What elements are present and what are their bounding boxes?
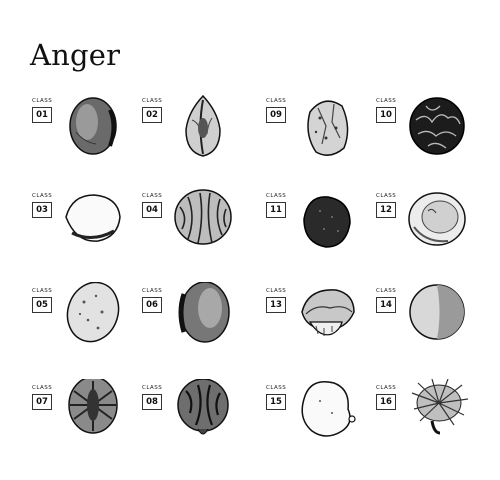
specimen-cell: CLASS 04 — [142, 189, 252, 273]
class-label: CLASS — [32, 193, 53, 199]
specimen-cell: CLASS 07 — [32, 379, 142, 465]
stone-icon — [62, 92, 124, 162]
class-label: CLASS — [32, 288, 53, 294]
veined-nut-icon — [406, 92, 468, 162]
class-label: CLASS — [142, 98, 163, 104]
class-number: 14 — [376, 297, 396, 313]
speckled-stone-icon — [62, 282, 124, 352]
specimen-cell: CLASS 08 — [142, 379, 252, 465]
open-shell-icon — [406, 187, 468, 257]
class-number: 15 — [266, 394, 286, 410]
stone-icon — [172, 282, 234, 352]
class-number: 02 — [142, 107, 162, 123]
class-label: CLASS — [142, 193, 163, 199]
specimen-cell: CLASS 02 — [142, 94, 252, 178]
page-title: Anger — [30, 38, 121, 72]
specimen-cell: CLASS 10 — [376, 97, 486, 178]
dark-seed-icon — [296, 187, 358, 257]
class-number: 07 — [32, 394, 52, 410]
specimen-cell: CLASS 03 — [32, 193, 142, 273]
class-label: CLASS — [142, 288, 163, 294]
class-label: CLASS — [376, 385, 397, 391]
class-number: 16 — [376, 394, 396, 410]
walnut-icon — [172, 379, 234, 449]
specimen-cell: CLASS 12 — [376, 192, 486, 273]
class-label: CLASS — [266, 193, 287, 199]
specimen-cell: CLASS 01 — [32, 97, 142, 178]
class-number: 03 — [32, 202, 52, 218]
class-number: 10 — [376, 107, 396, 123]
class-label: CLASS — [266, 385, 287, 391]
class-number: 13 — [266, 297, 286, 313]
specimen-cell: CLASS 16 — [376, 379, 486, 465]
cracked-seed-icon — [296, 92, 358, 162]
walnut-icon — [172, 187, 234, 257]
class-number: 04 — [142, 202, 162, 218]
specimen-cell: CLASS 05 — [32, 282, 142, 368]
class-number: 05 — [32, 297, 52, 313]
class-number: 06 — [142, 297, 162, 313]
specimen-cell: CLASS 14 — [376, 284, 486, 368]
class-label: CLASS — [32, 98, 53, 104]
class-label: CLASS — [266, 98, 287, 104]
class-number: 09 — [266, 107, 286, 123]
specimen-cell: CLASS 15 — [266, 381, 376, 465]
capped-seed-icon — [296, 282, 358, 352]
class-label: CLASS — [376, 288, 397, 294]
class-label: CLASS — [376, 193, 397, 199]
class-label: CLASS — [32, 385, 53, 391]
class-number: 08 — [142, 394, 162, 410]
class-number: 12 — [376, 202, 396, 218]
specimen-cell: CLASS 09 — [266, 98, 376, 178]
spiky-burr-icon — [406, 379, 468, 449]
thorny-seed-icon — [62, 379, 124, 449]
class-label: CLASS — [266, 288, 287, 294]
peach-pit-icon — [172, 92, 234, 162]
class-number: 01 — [32, 107, 52, 123]
class-label: CLASS — [142, 385, 163, 391]
round-seed-icon — [406, 282, 468, 352]
specimen-cell: CLASS 06 — [142, 282, 252, 368]
smooth-seed-icon — [62, 187, 124, 257]
class-number: 11 — [266, 202, 286, 218]
class-label: CLASS — [376, 98, 397, 104]
specimen-cell: CLASS 13 — [266, 288, 376, 368]
lumpy-seed-icon — [296, 379, 358, 449]
specimen-cell: CLASS 11 — [266, 193, 376, 273]
